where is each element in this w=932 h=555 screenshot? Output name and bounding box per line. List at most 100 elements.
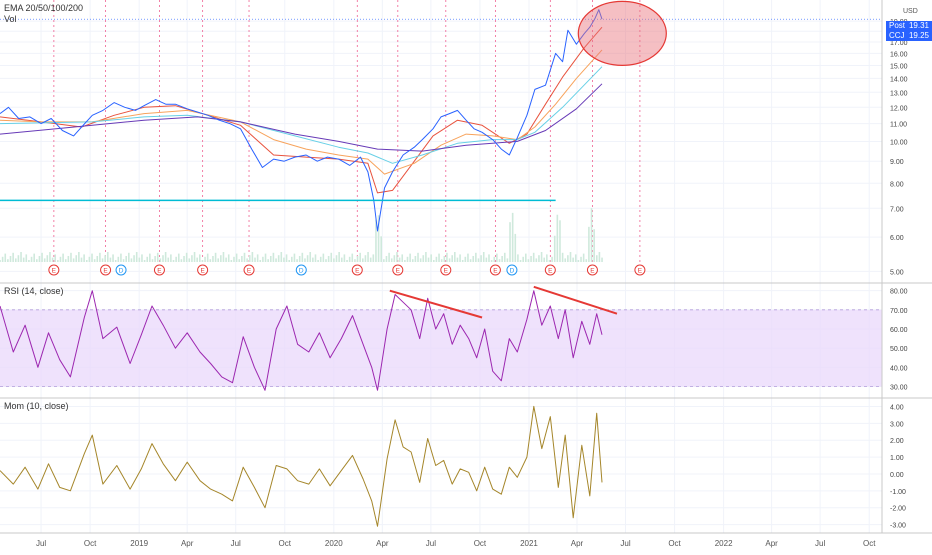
x-tick-label: Jul <box>36 539 46 548</box>
event-marker-label: E <box>103 268 108 275</box>
volume-bar <box>309 252 312 262</box>
event-marker-label: E <box>200 268 205 275</box>
event-marker-label: E <box>247 268 252 275</box>
momentum-legend[interactable]: Mom (10, close) <box>4 401 69 411</box>
volume-bar <box>319 256 322 262</box>
dividend-marker[interactable] <box>115 264 127 276</box>
volume-bar <box>574 254 577 262</box>
volume-bar <box>0 260 1 262</box>
volume-bar <box>33 253 35 262</box>
volume-bar <box>149 253 151 262</box>
rsi-divergence-trendline[interactable] <box>389 289 483 319</box>
volume-bar <box>256 254 259 262</box>
volume-bar <box>214 252 217 262</box>
volume-bar <box>62 253 64 262</box>
volume-bar <box>556 214 559 262</box>
volume-bar <box>598 252 601 262</box>
dividend-marker[interactable] <box>295 264 307 276</box>
volume-bar <box>109 257 112 262</box>
volume-bar <box>419 258 422 262</box>
volume-bar <box>393 255 396 262</box>
volume-bar <box>80 257 83 262</box>
volume-bar <box>36 259 38 262</box>
rsi-line[interactable] <box>0 290 603 391</box>
volume-bar <box>78 252 80 262</box>
volume-bar <box>275 258 277 262</box>
earnings-marker[interactable] <box>544 264 556 276</box>
momentum-tick-label: 2.00 <box>890 438 904 445</box>
volume-bar <box>288 260 290 262</box>
price-badge-ccj: CCJ 19.25 <box>886 31 932 41</box>
volume-bar <box>241 256 243 262</box>
volume-bar <box>217 258 220 262</box>
earnings-marker[interactable] <box>351 264 363 276</box>
earnings-marker[interactable] <box>440 264 452 276</box>
price-tick-label: 9.00 <box>890 159 904 166</box>
volume-bar <box>364 255 367 262</box>
event-marker-label: E <box>52 268 57 275</box>
volume-bar <box>159 258 162 262</box>
price-tick-label: 5.00 <box>890 269 904 276</box>
volume-bar <box>335 255 338 262</box>
volume-bar <box>199 254 201 262</box>
earnings-marker[interactable] <box>586 264 598 276</box>
volume-bar <box>475 252 477 262</box>
dividend-marker[interactable] <box>506 264 518 276</box>
volume-bar <box>114 260 117 262</box>
price-legend-ema[interactable]: EMA 20/50/100/200 <box>4 3 84 13</box>
earnings-marker[interactable] <box>489 264 501 276</box>
momentum-tick-label: 0.00 <box>890 472 904 479</box>
volume-bar <box>348 256 351 262</box>
volume-bar <box>356 256 359 262</box>
volume-bar <box>28 260 30 262</box>
earnings-marker[interactable] <box>197 264 209 276</box>
currency-label: USD <box>903 8 918 15</box>
highlight-ellipse[interactable] <box>577 0 667 66</box>
price-badge-post: Post 19.31 <box>886 21 932 31</box>
price-tick-label: 14.00 <box>890 76 908 83</box>
volume-bar <box>225 257 227 262</box>
volume-bar <box>175 256 177 262</box>
rsi-legend[interactable]: RSI (14, close) <box>4 286 64 296</box>
volume-bar <box>351 253 354 262</box>
volume-bar <box>525 253 527 262</box>
earnings-marker[interactable] <box>392 264 404 276</box>
volume-bar <box>580 256 582 262</box>
volume-bar <box>314 254 317 262</box>
earnings-marker[interactable] <box>634 264 646 276</box>
volume-bar <box>595 255 598 262</box>
volume-bar <box>135 252 138 262</box>
event-marker-label: E <box>444 268 449 275</box>
volume-bar <box>230 260 233 262</box>
volume-bar <box>188 258 191 262</box>
earnings-marker[interactable] <box>48 264 60 276</box>
earnings-marker[interactable] <box>100 264 112 276</box>
event-lines-layer <box>53 0 641 262</box>
rsi-divergence-trendline[interactable] <box>533 285 618 315</box>
ema-200-line[interactable] <box>0 83 603 152</box>
annotations-layer <box>0 0 882 319</box>
volume-bar <box>451 255 453 262</box>
volume-bar <box>482 252 485 262</box>
ccj-price-line[interactable] <box>0 9 603 232</box>
volume-bar <box>588 226 590 262</box>
ema-100-line[interactable] <box>0 66 603 164</box>
volume-bar <box>209 259 212 262</box>
grid-layer <box>0 0 882 533</box>
volume-bar <box>306 255 309 262</box>
volume-bar <box>385 256 388 262</box>
momentum-line[interactable] <box>0 405 603 527</box>
volume-bar <box>496 253 498 262</box>
volume-bar <box>317 260 319 262</box>
ema-50-line[interactable] <box>0 49 603 175</box>
volume-bar <box>519 260 522 262</box>
earnings-marker[interactable] <box>243 264 255 276</box>
volume-bar <box>509 222 511 262</box>
volume-bar <box>577 260 580 262</box>
volume-bar <box>538 255 540 262</box>
earnings-marker[interactable] <box>153 264 165 276</box>
volume-bar <box>164 252 167 262</box>
price-legend-vol[interactable]: Vol <box>4 14 17 24</box>
